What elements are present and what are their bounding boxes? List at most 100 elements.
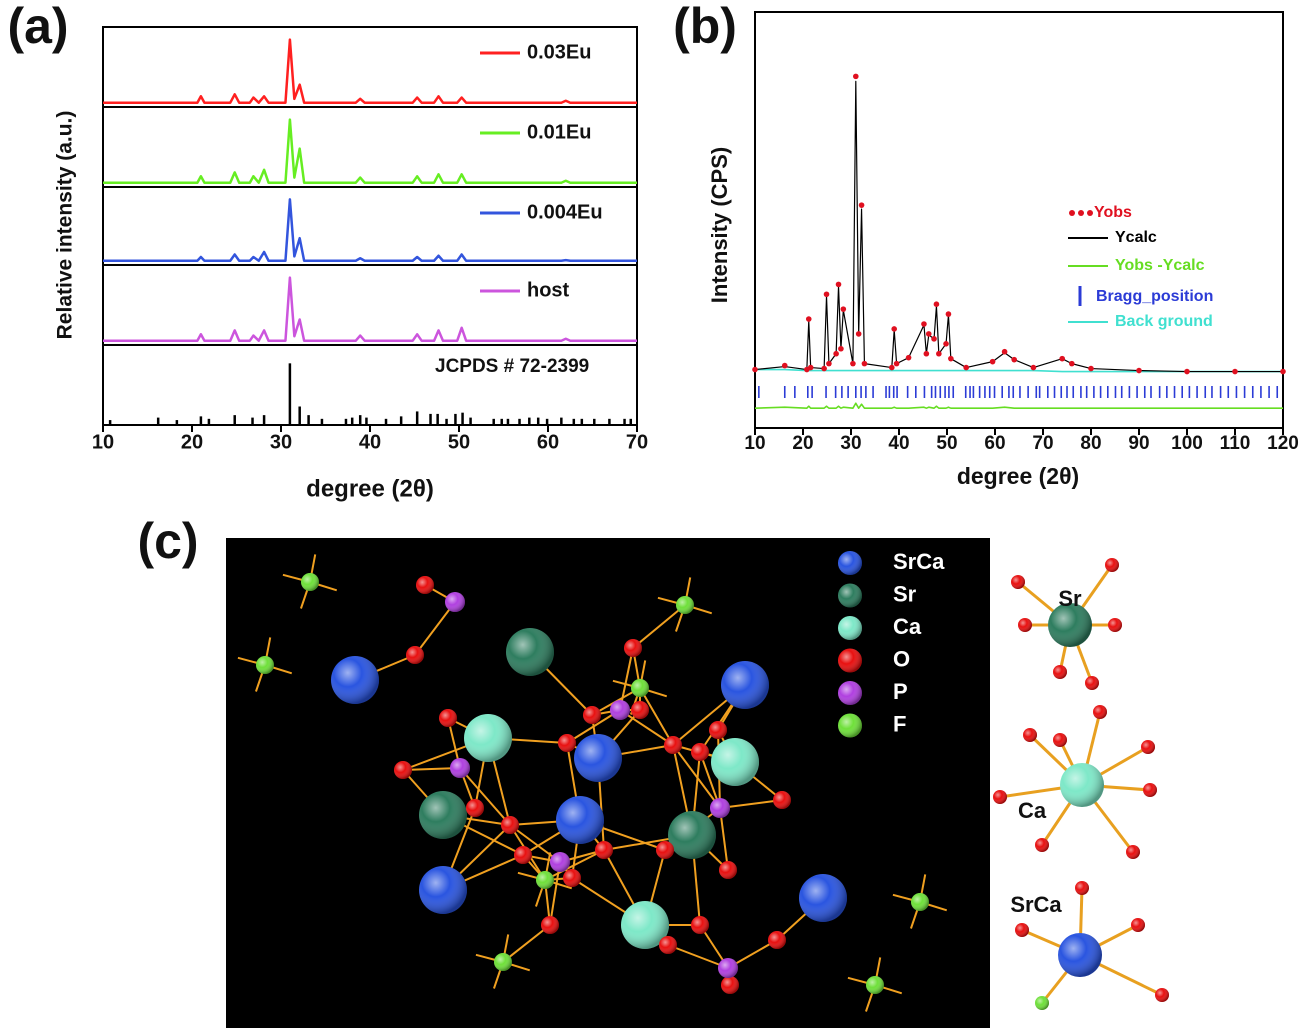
observed-point <box>1136 367 1142 374</box>
atom-shading <box>506 628 554 676</box>
observed-point <box>805 316 812 322</box>
legend-label: SrCa <box>893 549 945 574</box>
observed-point <box>838 345 844 352</box>
x-tick-label: 60 <box>984 433 1005 454</box>
atom-shading <box>664 736 682 754</box>
observed-point <box>936 350 942 357</box>
atom-shading <box>419 791 467 839</box>
atom-shading <box>1011 575 1025 589</box>
atom-shading <box>721 661 769 709</box>
bond <box>459 767 511 826</box>
observed-point <box>891 326 897 332</box>
x-tick-label: 70 <box>626 431 648 453</box>
atom-shading <box>501 816 519 834</box>
atom-shading <box>1105 558 1119 572</box>
x-tick-label: 30 <box>840 433 861 454</box>
x-tick-label: 90 <box>1128 433 1149 454</box>
legend-label: P <box>893 679 908 704</box>
observed-point <box>1184 368 1190 375</box>
x-tick-label: 60 <box>537 431 559 453</box>
observed-point <box>925 331 932 337</box>
x-axis-title: degree (2θ) <box>957 463 1079 489</box>
panel-label: (a) <box>7 0 68 54</box>
observed-point <box>889 364 895 371</box>
atom-shading <box>595 841 613 859</box>
observed-point <box>826 360 832 367</box>
atom-shading <box>1143 783 1157 797</box>
observed-point <box>989 358 996 365</box>
atom-shading <box>838 616 862 640</box>
observed-point <box>833 350 839 357</box>
x-tick-label: 80 <box>1080 433 1101 454</box>
legend-swatch <box>1078 210 1084 216</box>
x-axis-title: degree (2θ) <box>306 475 434 502</box>
atom-shading <box>574 734 622 782</box>
atom-shading <box>838 648 862 673</box>
atom-shading <box>445 592 465 612</box>
observed-point <box>821 365 827 372</box>
atom-shading <box>1155 988 1169 1002</box>
observed-point <box>781 362 788 369</box>
atom-shading <box>1035 838 1049 852</box>
bond <box>544 849 605 881</box>
legend-label: 0.01Eu <box>527 121 591 143</box>
atom-shading <box>1131 918 1145 932</box>
observed-point <box>1001 348 1008 355</box>
x-tick-label: 40 <box>359 431 381 453</box>
legend-label: Ycalc <box>1115 229 1157 246</box>
atom-shading <box>659 936 677 954</box>
xrd-line <box>103 38 637 104</box>
atom-shading <box>838 551 862 575</box>
legend-swatch <box>1087 210 1093 216</box>
atom-shading <box>993 790 1007 804</box>
polyhedron-label: SrCa <box>1010 892 1062 917</box>
observed-point <box>752 366 758 373</box>
atom-shading <box>1085 676 1099 690</box>
atom-shading <box>583 706 601 724</box>
x-tick-label: 40 <box>888 433 909 454</box>
observed-point <box>963 364 969 371</box>
observed-point <box>948 355 954 362</box>
atom-shading <box>711 738 759 786</box>
atom-shading <box>1141 740 1155 754</box>
atom-shading <box>1093 705 1107 719</box>
atom-shading <box>536 871 554 889</box>
atom-shading <box>799 874 847 922</box>
x-tick-label: 10 <box>744 433 765 454</box>
atom-shading <box>1018 618 1032 632</box>
atom-shading <box>838 583 862 608</box>
bond <box>632 604 686 649</box>
atom-shading <box>631 679 649 697</box>
atom-shading <box>406 646 424 664</box>
observed-point <box>1059 355 1065 362</box>
atom-shading <box>301 573 319 591</box>
atom-shading <box>464 714 512 762</box>
observed-point <box>1232 368 1238 375</box>
atom-shading <box>494 953 512 971</box>
bond <box>619 709 674 746</box>
observed-point <box>945 311 952 317</box>
x-tick-label: 100 <box>1171 433 1203 454</box>
atom-shading <box>450 758 470 778</box>
observed-point <box>807 364 814 371</box>
atom-shading <box>1126 845 1140 859</box>
legend-label: 0.03Eu <box>527 41 591 63</box>
x-tick-label: 10 <box>92 431 114 453</box>
atom-shading <box>1060 763 1104 807</box>
atom-shading <box>610 700 630 720</box>
legend-label: host <box>527 279 570 301</box>
legend-label: Back ground <box>1115 313 1213 330</box>
observed-point <box>835 281 842 288</box>
observed-point <box>905 354 912 361</box>
atom-shading <box>1035 996 1049 1010</box>
legend-label: Bragg_position <box>1096 288 1213 305</box>
atom-shading <box>621 901 669 949</box>
x-tick-label: 20 <box>792 433 813 454</box>
observed-point <box>933 301 940 307</box>
atom-shading <box>541 916 559 934</box>
bond <box>667 944 729 969</box>
x-tick-label: 50 <box>448 431 470 453</box>
atom-shading <box>331 656 379 704</box>
observed-point <box>1030 364 1037 371</box>
